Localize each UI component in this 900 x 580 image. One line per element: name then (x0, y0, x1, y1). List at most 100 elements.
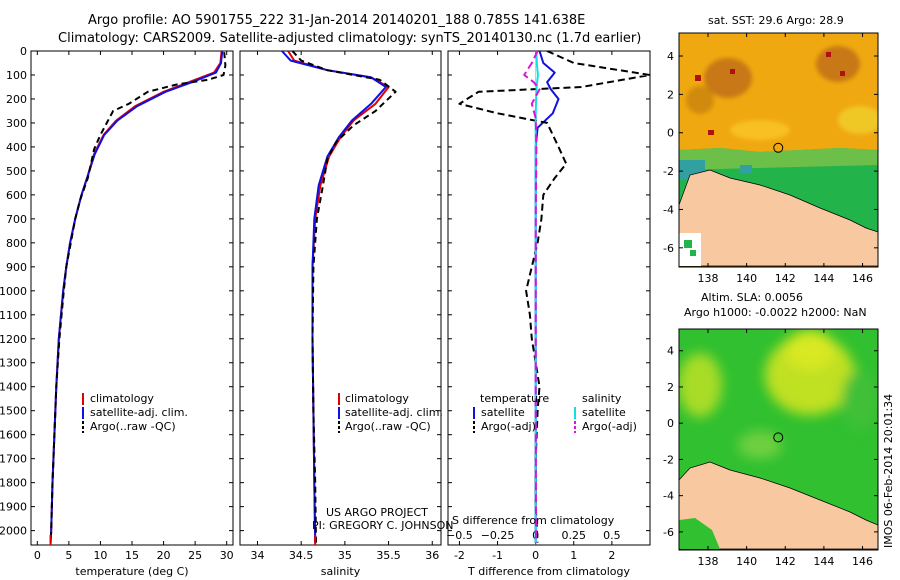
x-tick-label: 34 (250, 549, 264, 562)
map-x-tick-label: 146 (852, 272, 873, 285)
legend-label-argo: Argo(..raw -QC) (345, 420, 431, 433)
legend-heading-salinity: salinity (582, 392, 622, 405)
sla-high-patch (679, 353, 722, 417)
sst-map: sat. SST: 29.6 Argo: 28.9 (663, 14, 879, 285)
sla-map-subtitle: Argo h1000: -0.0022 h2000: NaN (684, 306, 867, 319)
y-tick-label: 1200 (0, 333, 27, 346)
sst-map-field (679, 33, 878, 267)
x-tick-label: 36 (425, 549, 439, 562)
y-tick-label: 600 (6, 189, 27, 202)
legend-label-satellite: satellite-adj. clim. (345, 406, 443, 419)
map-x-tick-label: 144 (813, 272, 834, 285)
map-y-tick-label: 0 (667, 417, 674, 430)
sla-land (679, 461, 878, 550)
series-line-argo-raw-qc- (49, 52, 227, 543)
salinity-profile-chart: 34 34.5 35 35.5 36 salinity (239, 50, 442, 578)
s-tick-label: −0.25 (481, 529, 515, 542)
x-tick-label: 0 (532, 549, 539, 562)
series-line-satellite-adj-clim- (49, 51, 224, 543)
sst-cool-patch (838, 106, 878, 134)
map-y-tick-label: -2 (663, 453, 674, 466)
sst-missing-data (679, 233, 701, 266)
sla-map-field (679, 329, 878, 550)
map-y-tick-label: -4 (663, 203, 674, 216)
y-tick-label: 1000 (0, 285, 27, 298)
x-tick-label: 10 (93, 549, 107, 562)
sla-map-axes: 138 140 142 144 146 -6 -4 -2 0 2 4 (663, 329, 878, 568)
figure-title-line2: Climatology: CARS2009. Satellite-adjuste… (58, 31, 641, 46)
legend-label-sal-argo: Argo(-adj) (582, 420, 637, 433)
y-tick-label: 200 (6, 93, 27, 106)
sla-mid-patch (738, 431, 782, 459)
x-tick-label: -1 (492, 549, 503, 562)
x-tick-label: 2 (608, 549, 615, 562)
x-axis-label: temperature (deg C) (75, 565, 188, 578)
y-tick-label: 400 (6, 141, 27, 154)
x-tick-label: 34.5 (289, 549, 314, 562)
sla-map: Altim. SLA: 0.0056 Argo h1000: -0.0022 h… (663, 291, 879, 568)
plot-frame (239, 50, 442, 546)
series-group (458, 51, 650, 543)
sst-argo-marker (773, 142, 784, 153)
map-y-tick-label: -4 (663, 490, 674, 503)
sst-map-title: sat. SST: 29.6 Argo: 28.9 (708, 14, 844, 27)
map-x-tick-label: 144 (813, 555, 834, 568)
sst-pixel (690, 250, 696, 256)
sst-warm-patch (686, 86, 714, 114)
salinity-legend: climatology satellite-adj. clim. Argo(..… (338, 392, 443, 433)
series-line-satellite-adj-clim- (281, 51, 387, 543)
y-tick-label: 1700 (0, 453, 27, 466)
legend-label-satellite: satellite-adj. clim. (90, 406, 188, 419)
s-tick-label: −0.5 (446, 529, 473, 542)
x-tick-label: 25 (188, 549, 202, 562)
y-tick-label: 300 (6, 117, 27, 130)
sst-map-axes: 138 140 142 144 146 -6 -4 -2 0 2 4 (663, 33, 878, 285)
sst-hot-pixel (695, 75, 701, 81)
map-x-tick-label: 138 (697, 555, 718, 568)
series-line-salinity-argo-adj- (523, 51, 541, 543)
series-group (49, 51, 227, 543)
legend-label-argo: Argo(..raw -QC) (90, 420, 176, 433)
y-tick-label: 1300 (0, 357, 27, 370)
map-y-tick-label: 4 (667, 50, 674, 63)
x-axis-label: T difference from climatology (467, 565, 630, 578)
series-group (281, 51, 397, 543)
s-tick-label: 0.25 (562, 529, 587, 542)
map-y-tick-label: 2 (667, 88, 674, 101)
project-pi: PI: GREGORY C. JOHNSON (312, 519, 453, 532)
s-tick-label: 0.5 (603, 529, 621, 542)
sst-map-frame (678, 32, 879, 268)
x-axis-label: salinity (321, 565, 361, 578)
map-x-tick-label: 142 (775, 272, 796, 285)
sst-hot-pixel (826, 52, 831, 57)
y-tick-label: 700 (6, 213, 27, 226)
sst-land (679, 169, 878, 267)
legend-label-temp-argo: Argo(-adj) (481, 420, 536, 433)
sst-warm-patch (704, 58, 752, 98)
temperature-legend: climatology satellite-adj. clim. Argo(..… (82, 392, 188, 433)
series-line-temperature-argo-adj- (458, 51, 650, 543)
imos-watermark: IMOS 06-Feb-2014 20:01:34 (882, 394, 895, 548)
series-line-climatology (287, 51, 390, 543)
map-y-tick-label: -2 (663, 165, 674, 178)
x-tick-label: 0 (34, 549, 41, 562)
sla-high-patch (785, 330, 835, 370)
sla-map-title: Altim. SLA: 0.0056 (701, 291, 803, 304)
difference-profile-chart: -2 -1 0 1 2−0.5 −0.25 0 0.25 0.5T difference fro… (446, 50, 651, 578)
y-tick-label: 1800 (0, 477, 27, 490)
y-tick-label: 1500 (0, 405, 27, 418)
x-tick-label: 35 (338, 549, 352, 562)
sla-map-frame (678, 328, 879, 551)
sst-hot-pixel (730, 69, 735, 74)
series-line-climatology (49, 51, 223, 543)
figure-title-line1: Argo profile: AO 5901755_222 31-Jan-2014… (88, 13, 585, 28)
sst-hot-pixel (840, 71, 845, 76)
x-tick-label: 20 (157, 549, 171, 562)
y-tick-label: 900 (6, 261, 27, 274)
map-y-tick-label: 2 (667, 381, 674, 394)
sst-cyan-patch (740, 165, 752, 173)
map-x-tick-label: 138 (697, 272, 718, 285)
map-y-tick-label: -6 (663, 526, 674, 539)
x-tick-label: 1 (570, 549, 577, 562)
